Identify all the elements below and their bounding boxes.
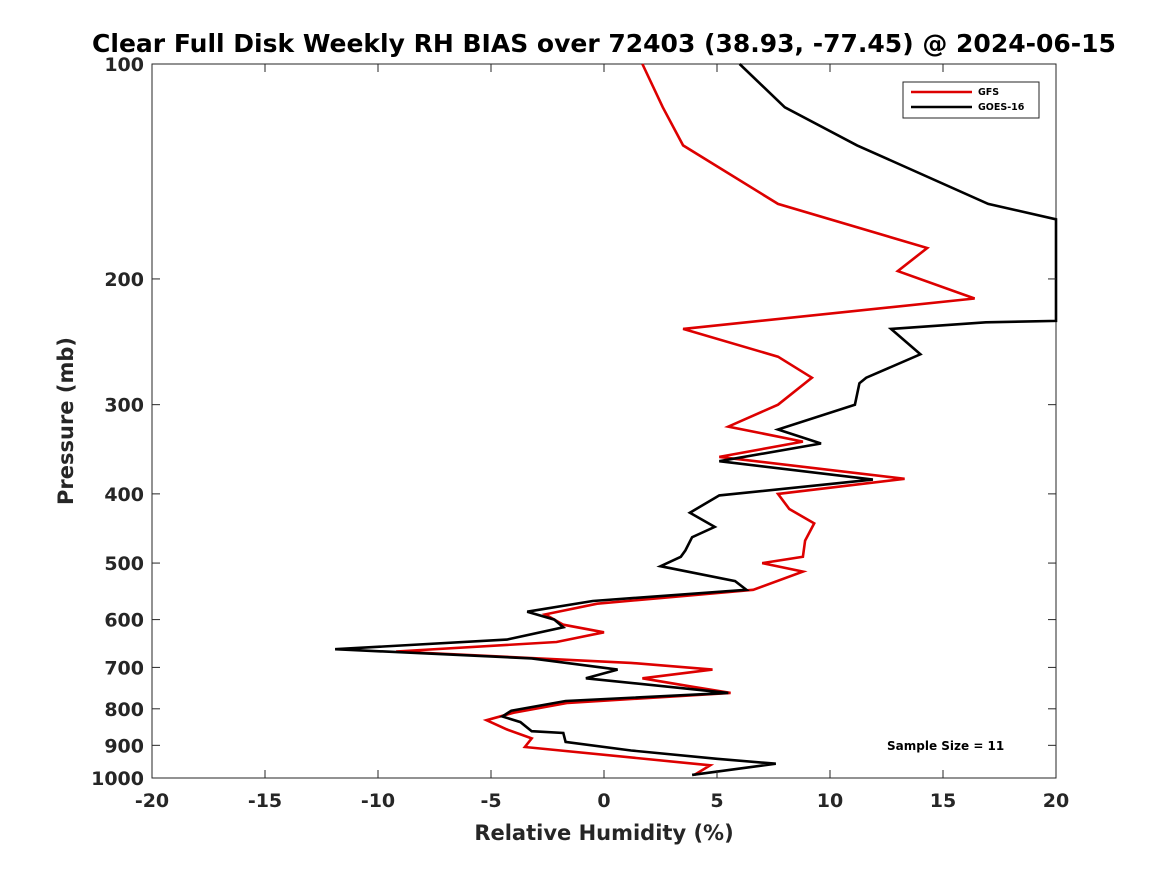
x-tick-label: -15 — [248, 790, 282, 812]
y-tick-label: 200 — [104, 269, 144, 291]
x-tick-label: 5 — [710, 790, 723, 812]
y-axis-ticks: 100 200 300 400 500 600 700 800 900 1000 — [91, 54, 1056, 790]
x-tick-label: 15 — [930, 790, 956, 812]
y-tick-label: 1000 — [91, 768, 144, 790]
y-tick-label: 800 — [104, 699, 144, 721]
x-tick-label: -10 — [361, 790, 395, 812]
x-tick-label: -5 — [480, 790, 501, 812]
y-tick-label: 100 — [104, 54, 144, 76]
legend-label-goes-16: GOES-16 — [978, 102, 1025, 113]
x-tick-label: 20 — [1043, 790, 1069, 812]
y-axis-label: Pressure (mb) — [54, 337, 78, 505]
y-tick-label: 600 — [104, 610, 144, 632]
x-tick-label: 10 — [817, 790, 843, 812]
plot-area: -20 -15 -10 -5 0 5 10 15 20 100 200 300 400 500 600 70… — [91, 54, 1069, 812]
legend-label-gfs: GFS — [978, 87, 999, 98]
x-tick-label: 0 — [597, 790, 610, 812]
legend-box — [902, 81, 1040, 119]
series-line-gfs — [396, 63, 976, 777]
series-line-goes-16 — [335, 63, 1058, 777]
x-tick-label: -20 — [135, 790, 169, 812]
legend: GFS GOES-16 — [902, 81, 1040, 119]
sample-size-annotation: Sample Size = 11 — [887, 739, 1004, 753]
y-tick-label: 300 — [104, 395, 144, 417]
series-layer — [335, 63, 1058, 777]
x-axis-ticks: -20 -15 -10 -5 0 5 10 15 20 — [135, 64, 1069, 812]
y-tick-label: 700 — [104, 657, 144, 679]
y-tick-label: 500 — [104, 553, 144, 575]
axes-box — [151, 63, 1057, 779]
y-tick-label: 400 — [104, 484, 144, 506]
y-tick-label: 900 — [104, 735, 144, 757]
chart-title: Clear Full Disk Weekly RH BIAS over 7240… — [92, 29, 1116, 58]
x-axis-label: Relative Humidity (%) — [474, 821, 733, 845]
